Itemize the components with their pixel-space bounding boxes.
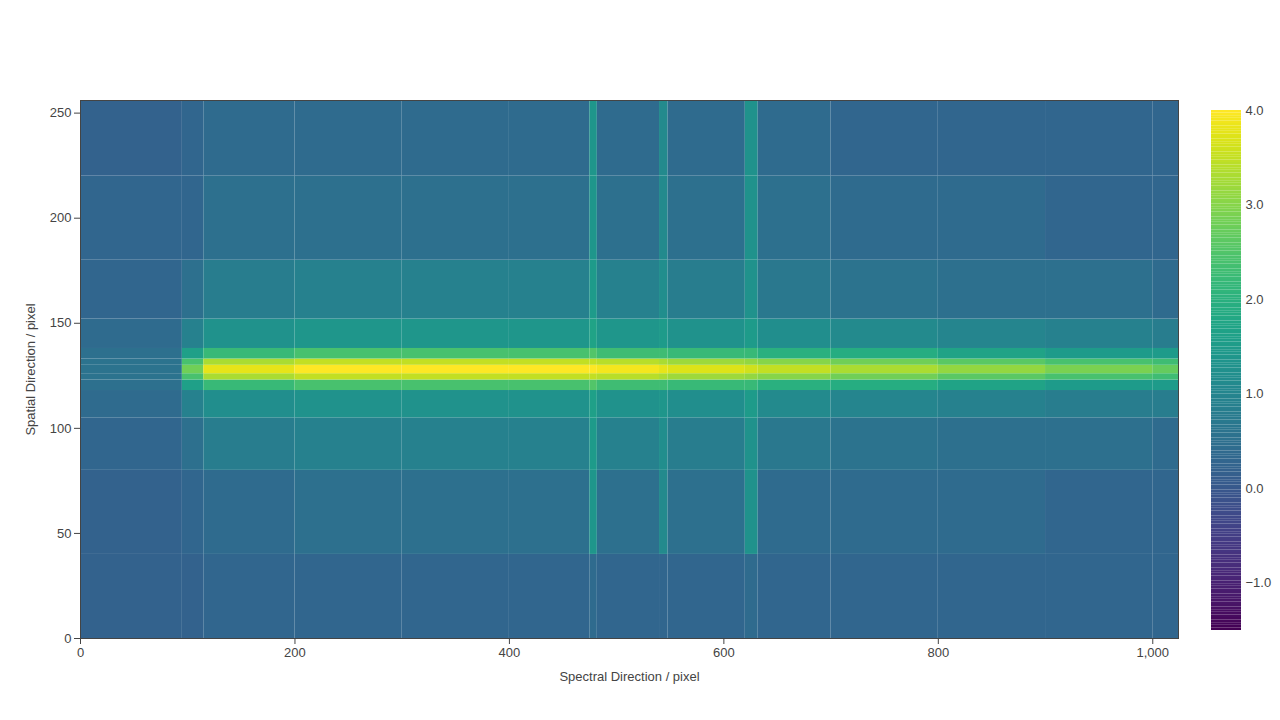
svg-text:0.0: 0.0 <box>1246 481 1264 496</box>
svg-text:1.0: 1.0 <box>1246 386 1264 401</box>
svg-text:1,000: 1,000 <box>1136 645 1169 660</box>
svg-text:Spectral Direction / pixel: Spectral Direction / pixel <box>559 669 699 684</box>
svg-text:100: 100 <box>50 421 72 436</box>
svg-text:0: 0 <box>64 631 71 646</box>
svg-text:Spatial Direction / pixel: Spatial Direction / pixel <box>23 303 38 435</box>
svg-text:4.0: 4.0 <box>1246 103 1264 118</box>
svg-text:250: 250 <box>50 105 72 120</box>
svg-text:600: 600 <box>713 645 735 660</box>
svg-text:2.0: 2.0 <box>1246 292 1264 307</box>
svg-text:200: 200 <box>284 645 306 660</box>
svg-text:800: 800 <box>927 645 949 660</box>
svg-text:400: 400 <box>499 645 521 660</box>
svg-text:3.0: 3.0 <box>1246 197 1264 212</box>
svg-text:−1.0: −1.0 <box>1246 575 1272 590</box>
svg-text:150: 150 <box>50 315 72 330</box>
svg-text:0: 0 <box>77 645 84 660</box>
svg-text:50: 50 <box>57 526 71 541</box>
svg-text:200: 200 <box>50 210 72 225</box>
